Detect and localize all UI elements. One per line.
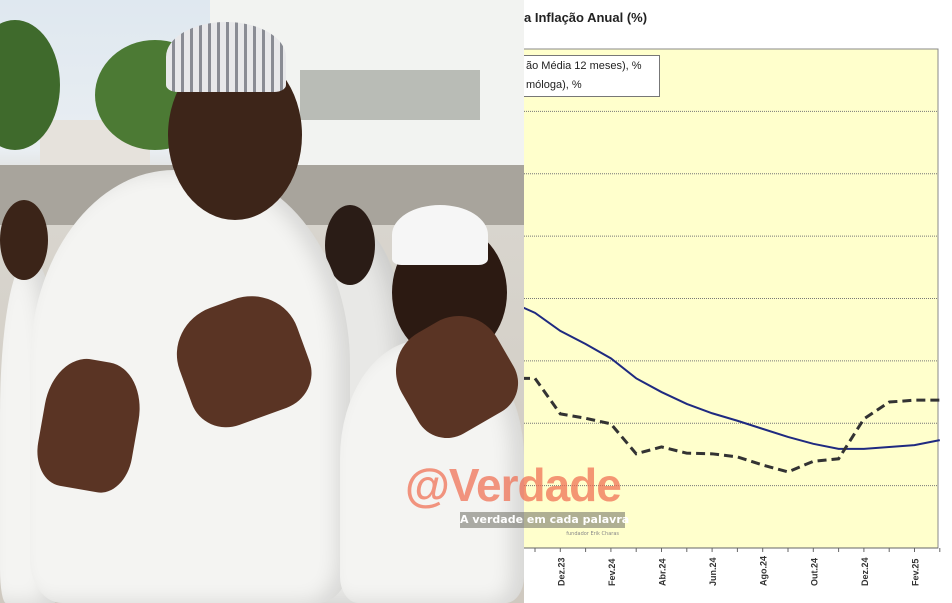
photo-worshippers-praying bbox=[0, 0, 524, 603]
x-tick-label: Jun.24 bbox=[708, 557, 718, 586]
head bbox=[0, 200, 48, 280]
watermark-small: fundador Erik Charas bbox=[566, 531, 619, 537]
inflation-chart: a Inflação Anual (%) Dez.23 Fev.24 Abr.24 J… bbox=[524, 0, 952, 603]
x-tick-label: Abr.24 bbox=[658, 558, 668, 586]
x-tick-label: Ago.24 bbox=[759, 556, 769, 586]
chart-plot: Dez.23 Fev.24 Abr.24 Jun.24 Ago.24 Out.24 Dez.… bbox=[524, 48, 941, 586]
x-tick-label: Fev.25 bbox=[911, 559, 921, 586]
legend-entry-solid: ão Média 12 meses), % bbox=[526, 60, 642, 72]
chart-title: a Inflação Anual (%) bbox=[524, 10, 648, 25]
watermark-logo: @Verdade bbox=[405, 459, 622, 511]
watermark-tagline: A verdade em cada palavra bbox=[460, 512, 630, 528]
verdade-watermark: @Verdade A verdade em cada palavra funda… bbox=[405, 459, 630, 542]
x-tick-label: Dez.24 bbox=[860, 557, 870, 586]
legend-entry-dashed: móloga), % bbox=[526, 79, 582, 91]
series-line-dashed bbox=[524, 376, 940, 474]
head bbox=[325, 205, 375, 285]
x-tick-label: Out.24 bbox=[809, 558, 819, 586]
legend: ão Média 12 meses), % móloga), % bbox=[524, 55, 660, 97]
x-tick-label: Dez.23 bbox=[556, 557, 566, 586]
series-line-solid bbox=[524, 306, 940, 450]
kufi-cap bbox=[166, 22, 286, 92]
x-tick-label: Fev.24 bbox=[607, 559, 617, 586]
kufi-cap bbox=[392, 205, 488, 265]
building-grille bbox=[300, 70, 480, 120]
